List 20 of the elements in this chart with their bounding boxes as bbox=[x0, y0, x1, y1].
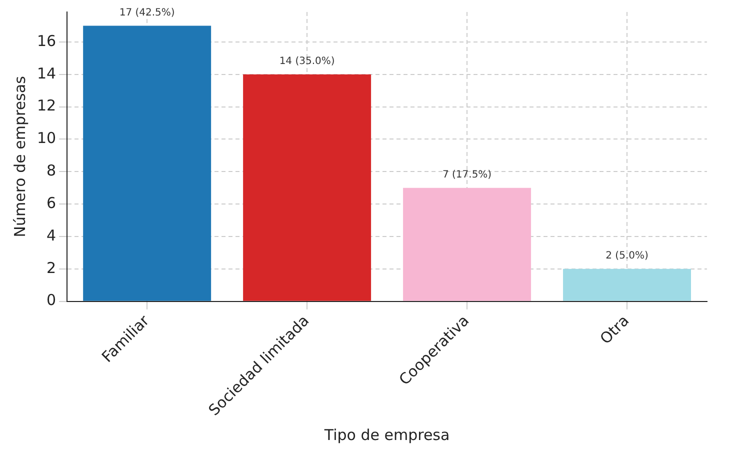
x-axis-title: Tipo de empresa bbox=[323, 426, 450, 444]
y-tick-label: 0 bbox=[46, 291, 56, 310]
y-tick-label: 16 bbox=[36, 32, 56, 50]
data-label: 17 (42.5%) bbox=[119, 7, 175, 18]
y-tick-label: 4 bbox=[46, 226, 56, 244]
y-tick-label: 10 bbox=[36, 129, 56, 148]
data-label: 7 (17.5%) bbox=[442, 169, 492, 180]
y-tick-label: 2 bbox=[46, 258, 56, 277]
y-tick-label: 12 bbox=[36, 96, 56, 115]
y-axis-title: Número de empresas bbox=[10, 76, 29, 238]
y-tick-label: 6 bbox=[46, 194, 56, 212]
x-tick-label: Otra bbox=[596, 312, 633, 348]
bar bbox=[83, 26, 212, 301]
data-label: 2 (5.0%) bbox=[606, 250, 648, 262]
bar bbox=[243, 74, 372, 301]
bar bbox=[563, 268, 691, 301]
bar bbox=[403, 188, 532, 301]
y-tick-label: 8 bbox=[46, 162, 56, 180]
data-label: 14 (35.0%) bbox=[279, 56, 335, 67]
y-tick-label: 14 bbox=[36, 64, 56, 82]
